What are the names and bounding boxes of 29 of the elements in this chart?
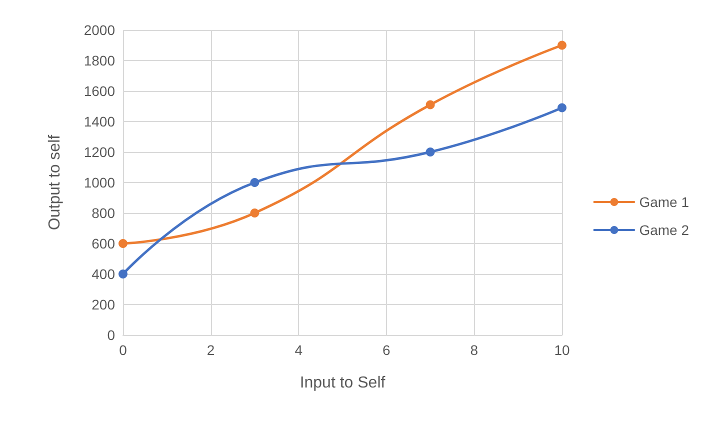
point [118, 270, 128, 278]
point [558, 40, 566, 50]
x-tick-label: 2 [206, 342, 215, 358]
x-tick-label: 10 [554, 342, 570, 358]
legend-label: Game 2 [639, 222, 690, 238]
y-tick-label: 1400 [84, 114, 116, 130]
legend-label: Game 1 [639, 194, 690, 210]
y-tick-label: 1200 [84, 144, 116, 160]
point [558, 103, 566, 112]
point [118, 239, 128, 248]
y-tick-label: 1800 [84, 52, 116, 68]
x-tick-label: 0 [119, 342, 128, 358]
point [426, 148, 435, 156]
point [426, 100, 435, 110]
x-tick-label: 4 [294, 342, 303, 358]
y-tick-label: 2000 [84, 22, 116, 38]
point [250, 178, 260, 187]
y-tick-label: 1600 [84, 83, 116, 99]
x-axis-title: Input to Self [300, 374, 386, 392]
y-tick-label: 800 [92, 205, 116, 221]
x-tick-label: 6 [382, 342, 390, 358]
y-axis-title: Output to self [46, 134, 64, 230]
y-tick-label: 0 [107, 327, 116, 343]
point [250, 208, 260, 218]
x-tick-label: 8 [470, 342, 478, 358]
y-tick-label: 400 [92, 266, 116, 282]
y-tick-label: 1000 [84, 174, 116, 190]
y-tick-label: 200 [92, 296, 116, 312]
y-tick-label: 600 [92, 236, 116, 252]
